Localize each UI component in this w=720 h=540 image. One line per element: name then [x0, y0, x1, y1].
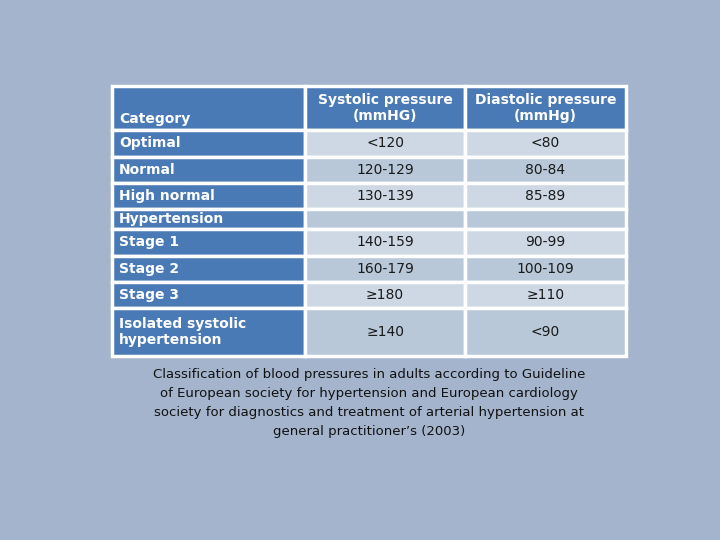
Bar: [112, 157, 305, 183]
Bar: [112, 209, 305, 230]
Text: Stage 3: Stage 3: [119, 288, 179, 302]
Text: Category: Category: [119, 112, 190, 126]
Bar: [305, 157, 465, 183]
Bar: [465, 130, 626, 157]
Text: <80: <80: [531, 136, 560, 150]
Text: 100-109: 100-109: [516, 262, 575, 276]
Bar: [305, 230, 465, 255]
Text: Diastolic pressure
(mmHg): Diastolic pressure (mmHg): [474, 93, 616, 123]
Bar: [112, 308, 305, 356]
Bar: [112, 255, 305, 282]
Text: Normal: Normal: [119, 163, 176, 177]
Bar: [305, 85, 465, 130]
Text: Stage 1: Stage 1: [119, 235, 179, 249]
Text: ≥110: ≥110: [526, 288, 564, 302]
Text: <90: <90: [531, 325, 560, 339]
Text: 140-159: 140-159: [356, 235, 414, 249]
Bar: [112, 183, 305, 209]
Bar: [465, 157, 626, 183]
Bar: [465, 183, 626, 209]
Text: Systolic pressure
(mmHG): Systolic pressure (mmHG): [318, 93, 452, 123]
Bar: [465, 255, 626, 282]
Bar: [305, 255, 465, 282]
Bar: [305, 209, 465, 230]
Text: Hypertension: Hypertension: [119, 212, 224, 226]
Text: ≥140: ≥140: [366, 325, 404, 339]
Text: Classification of blood pressures in adults according to Guideline
of European s: Classification of blood pressures in adu…: [153, 368, 585, 438]
Bar: [465, 85, 626, 130]
Bar: [112, 85, 305, 130]
Bar: [465, 209, 626, 230]
Text: 80-84: 80-84: [526, 163, 565, 177]
Bar: [112, 282, 305, 308]
Bar: [465, 230, 626, 255]
Text: 130-139: 130-139: [356, 189, 414, 203]
Text: Optimal: Optimal: [119, 136, 181, 150]
Bar: [465, 282, 626, 308]
Bar: [112, 130, 305, 157]
Bar: [112, 230, 305, 255]
Text: <120: <120: [366, 136, 404, 150]
Bar: [305, 308, 465, 356]
Bar: [305, 130, 465, 157]
Text: High normal: High normal: [119, 189, 215, 203]
Text: Stage 2: Stage 2: [119, 262, 179, 276]
Bar: [465, 308, 626, 356]
Text: ≥180: ≥180: [366, 288, 404, 302]
Text: 90-99: 90-99: [526, 235, 566, 249]
Text: 160-179: 160-179: [356, 262, 414, 276]
Text: Isolated systolic
hypertension: Isolated systolic hypertension: [119, 317, 246, 347]
Text: 120-129: 120-129: [356, 163, 414, 177]
Text: 85-89: 85-89: [526, 189, 566, 203]
Bar: [305, 282, 465, 308]
Bar: [305, 183, 465, 209]
